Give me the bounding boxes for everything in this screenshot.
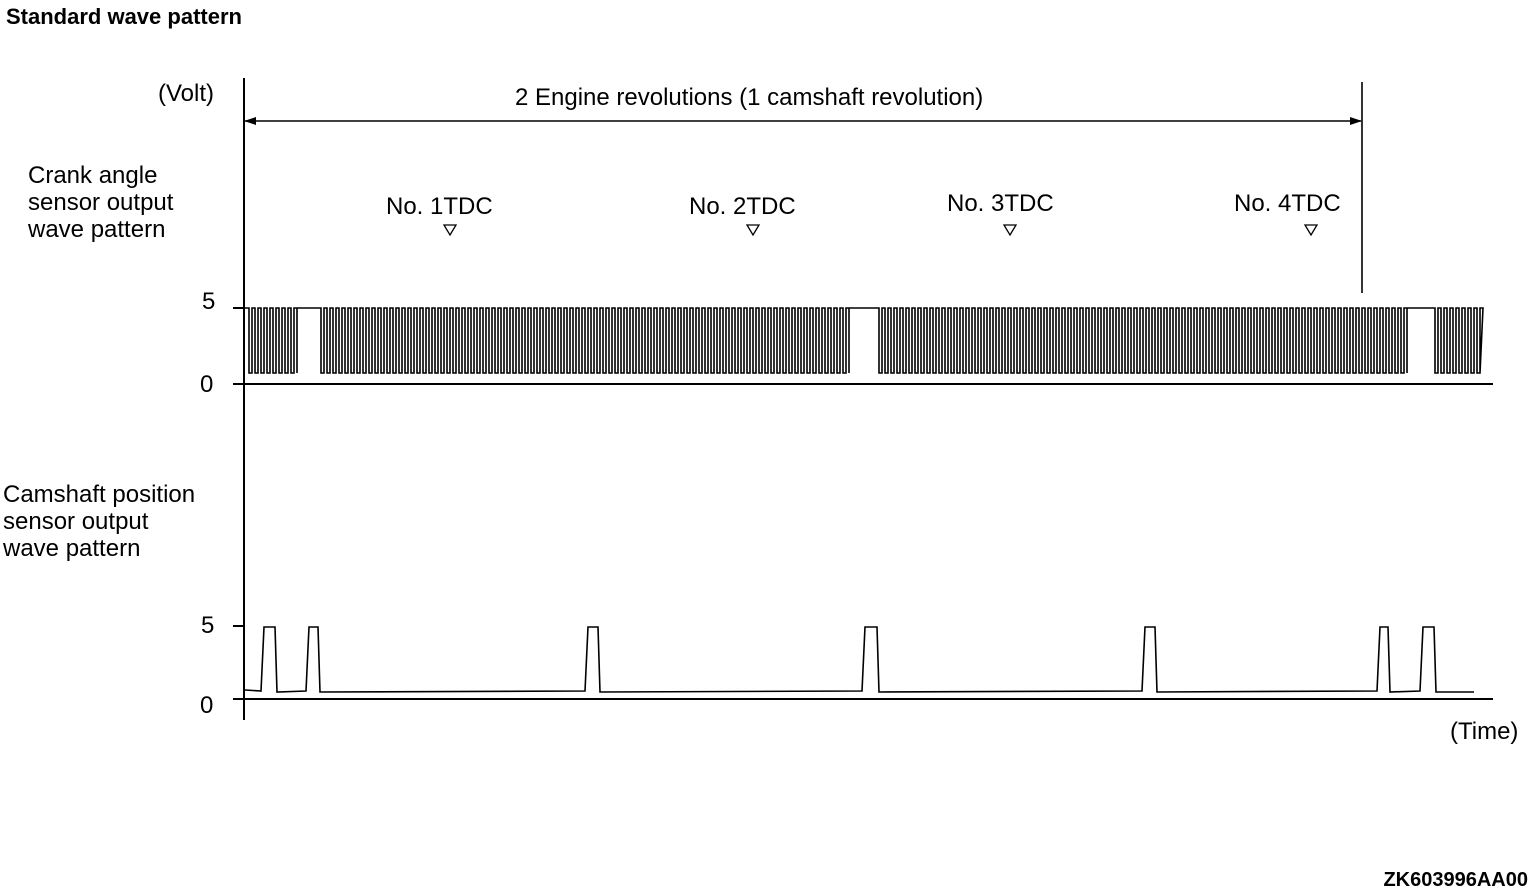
tdc-label-1: No. 1TDC <box>386 193 493 220</box>
crank-sensor-label: Crank angle sensor output wave pattern <box>28 162 173 243</box>
crank-tick-0: 0 <box>200 371 214 398</box>
cam-sensor-label: Camshaft position sensor output wave pat… <box>3 481 195 562</box>
x-axis-unit: (Time) <box>1450 718 1519 745</box>
tdc-label-3: No. 3TDC <box>947 190 1054 217</box>
page-title: Standard wave pattern <box>6 4 242 29</box>
y-axis-unit: (Volt) <box>158 80 215 107</box>
cam-label-line: sensor output <box>3 508 149 535</box>
camshaft-waveform <box>244 626 1474 693</box>
crank-label-line: wave pattern <box>28 216 166 243</box>
cam-tick-0: 0 <box>200 692 214 719</box>
tdc-label-2: No. 2TDC <box>689 193 796 220</box>
crank-label-line: sensor output <box>28 189 174 216</box>
cam-tick-5: 5 <box>201 612 215 639</box>
crank-waveform <box>244 307 1484 374</box>
span-label: 2 Engine revolutions (1 camshaft revolut… <box>515 84 984 111</box>
tdc-marker-3-icon <box>1002 224 1018 237</box>
cam-label-line: wave pattern <box>3 535 141 562</box>
cam-label-line: Camshaft position <box>3 481 196 508</box>
tdc-marker-2-icon <box>745 224 761 237</box>
crank-tick-5: 5 <box>202 288 216 315</box>
tdc-marker-4-icon <box>1303 224 1319 237</box>
figure-code: ZK603996AA00 <box>1383 869 1528 891</box>
crank-label-line: Crank angle <box>28 162 158 189</box>
tdc-label-4: No. 4TDC <box>1234 190 1341 217</box>
tdc-marker-1-icon <box>442 224 458 237</box>
